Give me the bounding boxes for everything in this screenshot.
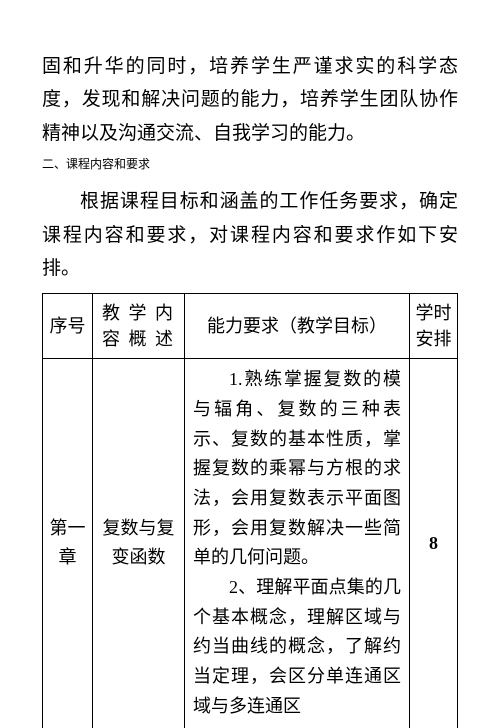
header-col4-line1: 学时 bbox=[416, 303, 452, 323]
header-col4-line2: 安排 bbox=[416, 329, 452, 349]
intro-paragraph: 固和升华的同时，培养学生严谨求实的科学态度，发现和解决问题的能力，培养学生团队协… bbox=[42, 50, 458, 150]
header-content-summary: 教 学 内 容 概 述 bbox=[93, 294, 185, 359]
section-heading: 二、课程内容和要求 bbox=[42, 154, 458, 176]
cell-requirements: 1.熟练掌握复数的模与辐角、复数的三种表示、复数的基本性质，掌握复数的乘幂与方根… bbox=[185, 359, 410, 728]
content-line1: 复数与复 bbox=[103, 518, 175, 538]
header-requirements: 能力要求（教学目标） bbox=[185, 294, 410, 359]
chapter-line1: 第一 bbox=[50, 518, 86, 538]
course-table: 序号 教 学 内 容 概 述 能力要求（教学目标） 学时 安排 第一 章 复数与… bbox=[42, 293, 458, 727]
requirement-p2: 2、理解平面点集的几个基本概念，理解区域与约当曲线的概念，了解约当定理，会区分单… bbox=[193, 573, 401, 721]
table-row: 第一 章 复数与复 变函数 1.熟练掌握复数的模与辐角、复数的三种表示、复数的基… bbox=[43, 359, 458, 728]
header-col2-line1: 教 学 内 bbox=[95, 300, 182, 326]
header-hours: 学时 安排 bbox=[410, 294, 458, 359]
header-col2-line2: 容 概 述 bbox=[95, 326, 182, 352]
document-page: 固和升华的同时，培养学生严谨求实的科学态度，发现和解决问题的能力，培养学生团队协… bbox=[0, 0, 500, 728]
table-header-row: 序号 教 学 内 容 概 述 能力要求（教学目标） 学时 安排 bbox=[43, 294, 458, 359]
content-line2: 变函数 bbox=[112, 547, 166, 567]
cell-content: 复数与复 变函数 bbox=[93, 359, 185, 728]
body-paragraph: 根据课程目标和涵盖的工作任务要求，确定课程内容和要求，对课程内容和要求作如下安排… bbox=[42, 185, 458, 285]
chapter-line2: 章 bbox=[59, 547, 77, 567]
requirement-p1: 1.熟练掌握复数的模与辐角、复数的三种表示、复数的基本性质，掌握复数的乘幂与方根… bbox=[193, 365, 401, 573]
cell-hours: 8 bbox=[410, 359, 458, 728]
cell-chapter: 第一 章 bbox=[43, 359, 93, 728]
header-sequence: 序号 bbox=[43, 294, 93, 359]
